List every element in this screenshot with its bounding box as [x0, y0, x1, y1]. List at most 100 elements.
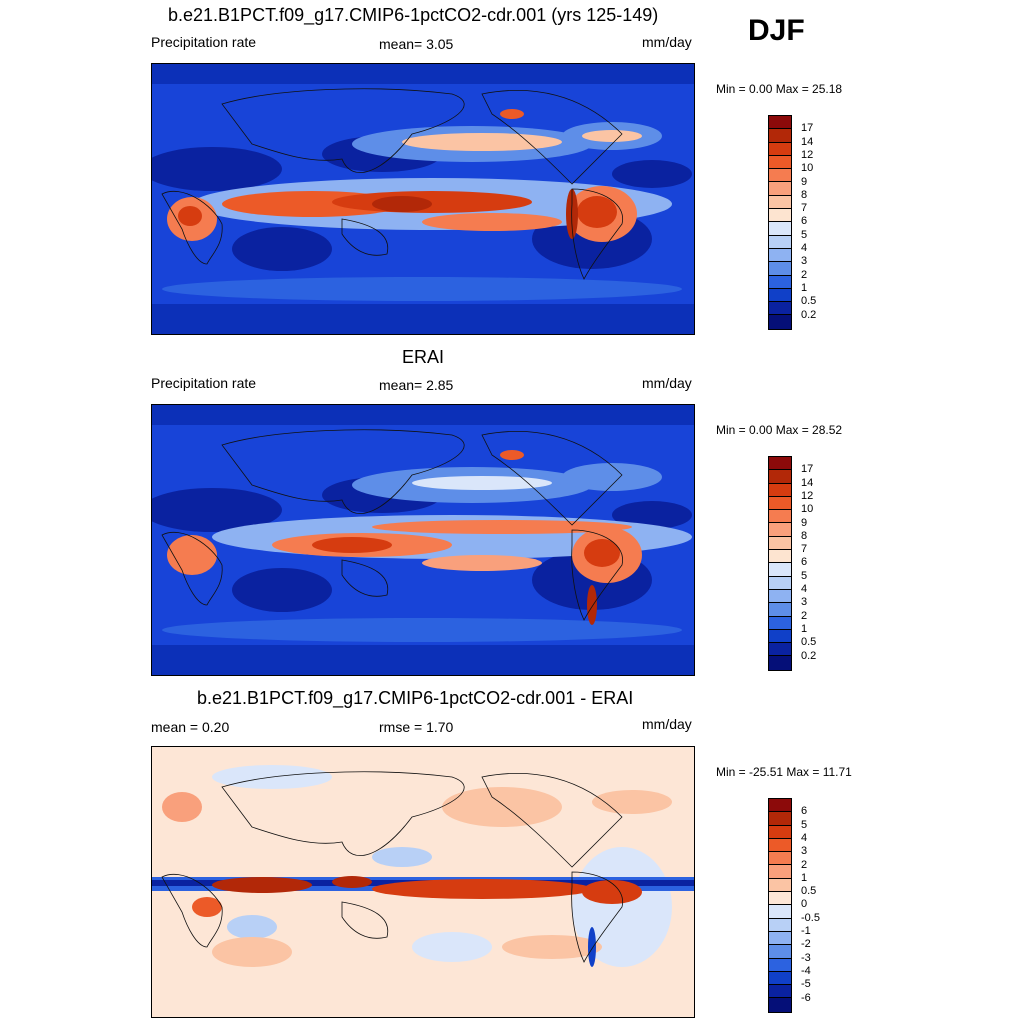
colorbar-swatch — [769, 878, 791, 893]
panel-2-title: ERAI — [402, 347, 445, 367]
colorbar-tick-label: 3 — [801, 845, 808, 858]
panel-1-variable-label: Precipitation rate — [151, 34, 257, 50]
panel-1-colorbar — [768, 115, 792, 330]
colorbar-swatch — [769, 288, 791, 303]
colorbar-tick-label: 0.5 — [801, 295, 817, 308]
colorbar-tick-label: 7 — [801, 202, 808, 215]
colorbar-swatch — [769, 629, 791, 644]
colorbar-tick-label: -2 — [801, 938, 811, 951]
colorbar-tick-label: 6 — [801, 805, 808, 818]
colorbar-tick-label: -1 — [801, 925, 811, 937]
colorbar-swatch — [769, 457, 791, 471]
colorbar-tick-label: -3 — [801, 951, 811, 964]
colorbar-tick-label: 17 — [801, 122, 814, 135]
colorbar-swatch — [769, 656, 791, 670]
colorbar-swatch — [769, 182, 791, 196]
colorbar-tick-label: 0.5 — [801, 885, 817, 898]
panel-3-colorbar — [768, 798, 792, 1013]
colorbar-swatch — [769, 945, 791, 959]
colorbar-swatch — [769, 275, 791, 289]
colorbar-tick-label: 2 — [801, 858, 808, 871]
colorbar-swatch — [769, 523, 791, 537]
colorbar-swatch — [769, 470, 791, 484]
colorbar-tick-label: 7 — [801, 543, 808, 556]
panel-2-variable-label: Precipitation rate — [151, 375, 257, 391]
panel-3-mean-label: mean = 0.20 — [151, 719, 230, 735]
panel-2-minmax: Min = 0.00 Max = 28.52 — [716, 423, 843, 437]
colorbar-tick-label: 5 — [801, 569, 808, 582]
colorbar-swatch — [769, 603, 791, 617]
panel-1-map — [151, 63, 695, 335]
colorbar-tick-label: 1 — [801, 871, 808, 884]
season-label: DJF — [748, 14, 805, 47]
colorbar-swatch — [769, 315, 791, 329]
colorbar-swatch — [769, 616, 791, 630]
colorbar-tick-label: 1 — [801, 281, 808, 294]
colorbar-tick-label: 3 — [801, 596, 808, 609]
colorbar-tick-label: 10 — [801, 162, 814, 175]
colorbar-tick-label: 10 — [801, 503, 814, 516]
colorbar-tick-label: -6 — [801, 991, 811, 1004]
colorbar-swatch — [769, 248, 791, 263]
colorbar-swatch — [769, 589, 791, 604]
colorbar-swatch — [769, 195, 791, 210]
colorbar-tick-label: 0.2 — [801, 308, 817, 321]
colorbar-tick-label: 0.2 — [801, 649, 817, 662]
colorbar-tick-label: 5 — [801, 818, 808, 831]
colorbar-swatch — [769, 262, 791, 276]
panel-3-units-label: mm/day — [642, 716, 692, 732]
colorbar-tick-label: 3 — [801, 255, 808, 268]
colorbar-swatch — [769, 496, 791, 511]
colorbar-swatch — [769, 799, 791, 813]
colorbar-tick-label: 0 — [801, 898, 808, 911]
colorbar-swatch — [769, 825, 791, 839]
colorbar-swatch — [769, 142, 791, 156]
colorbar-swatch — [769, 971, 791, 986]
panel-2-map — [151, 404, 695, 676]
panel-3-rmse-label: rmse = 1.70 — [379, 719, 454, 735]
colorbar-swatch — [769, 302, 791, 316]
colorbar-swatch — [769, 209, 791, 223]
colorbar-swatch — [769, 931, 791, 946]
colorbar-swatch — [769, 235, 791, 249]
colorbar-tick-label: 1 — [801, 622, 808, 635]
colorbar-swatch — [769, 576, 791, 590]
colorbar-tick-label: -5 — [801, 978, 811, 991]
colorbar-tick-label: 14 — [801, 135, 814, 148]
colorbar-tick-label: 4 — [801, 583, 808, 595]
colorbar-swatch — [769, 643, 791, 657]
panel-3-map — [151, 746, 695, 1018]
panel-3-title: b.e21.B1PCT.f09_g17.CMIP6-1pctCO2-cdr.00… — [197, 688, 634, 708]
colorbar-tick-label: 9 — [801, 516, 808, 529]
colorbar-tick-label: 6 — [801, 556, 808, 569]
colorbar-tick-label: 2 — [801, 609, 808, 622]
colorbar-swatch — [769, 129, 791, 143]
panel-3-minmax: Min = -25.51 Max = 11.71 — [716, 765, 852, 779]
colorbar-swatch — [769, 812, 791, 826]
colorbar-swatch — [769, 892, 791, 906]
colorbar-tick-label: 17 — [801, 463, 814, 476]
colorbar-swatch — [769, 116, 791, 130]
colorbar-tick-label: 6 — [801, 215, 808, 228]
panel-1-units-label: mm/day — [642, 34, 692, 50]
colorbar-swatch — [769, 852, 791, 866]
colorbar-tick-label: 2 — [801, 268, 808, 281]
colorbar-swatch — [769, 155, 791, 170]
panel-2-colorbar — [768, 456, 792, 671]
colorbar-tick-label: 8 — [801, 188, 808, 201]
colorbar-tick-label: 5 — [801, 228, 808, 241]
colorbar-swatch — [769, 865, 791, 879]
colorbar-swatch — [769, 838, 791, 853]
panel-2-units-label: mm/day — [642, 375, 692, 391]
colorbar-swatch — [769, 905, 791, 919]
colorbar-swatch — [769, 483, 791, 497]
colorbar-swatch — [769, 169, 791, 183]
colorbar-swatch — [769, 222, 791, 236]
colorbar-tick-label: 4 — [801, 242, 808, 254]
colorbar-tick-label: 14 — [801, 476, 814, 489]
colorbar-tick-label: 0.5 — [801, 636, 817, 649]
colorbar-swatch — [769, 998, 791, 1012]
panel-1-minmax: Min = 0.00 Max = 25.18 — [716, 82, 843, 96]
colorbar-swatch — [769, 958, 791, 972]
colorbar-tick-label: 9 — [801, 175, 808, 188]
